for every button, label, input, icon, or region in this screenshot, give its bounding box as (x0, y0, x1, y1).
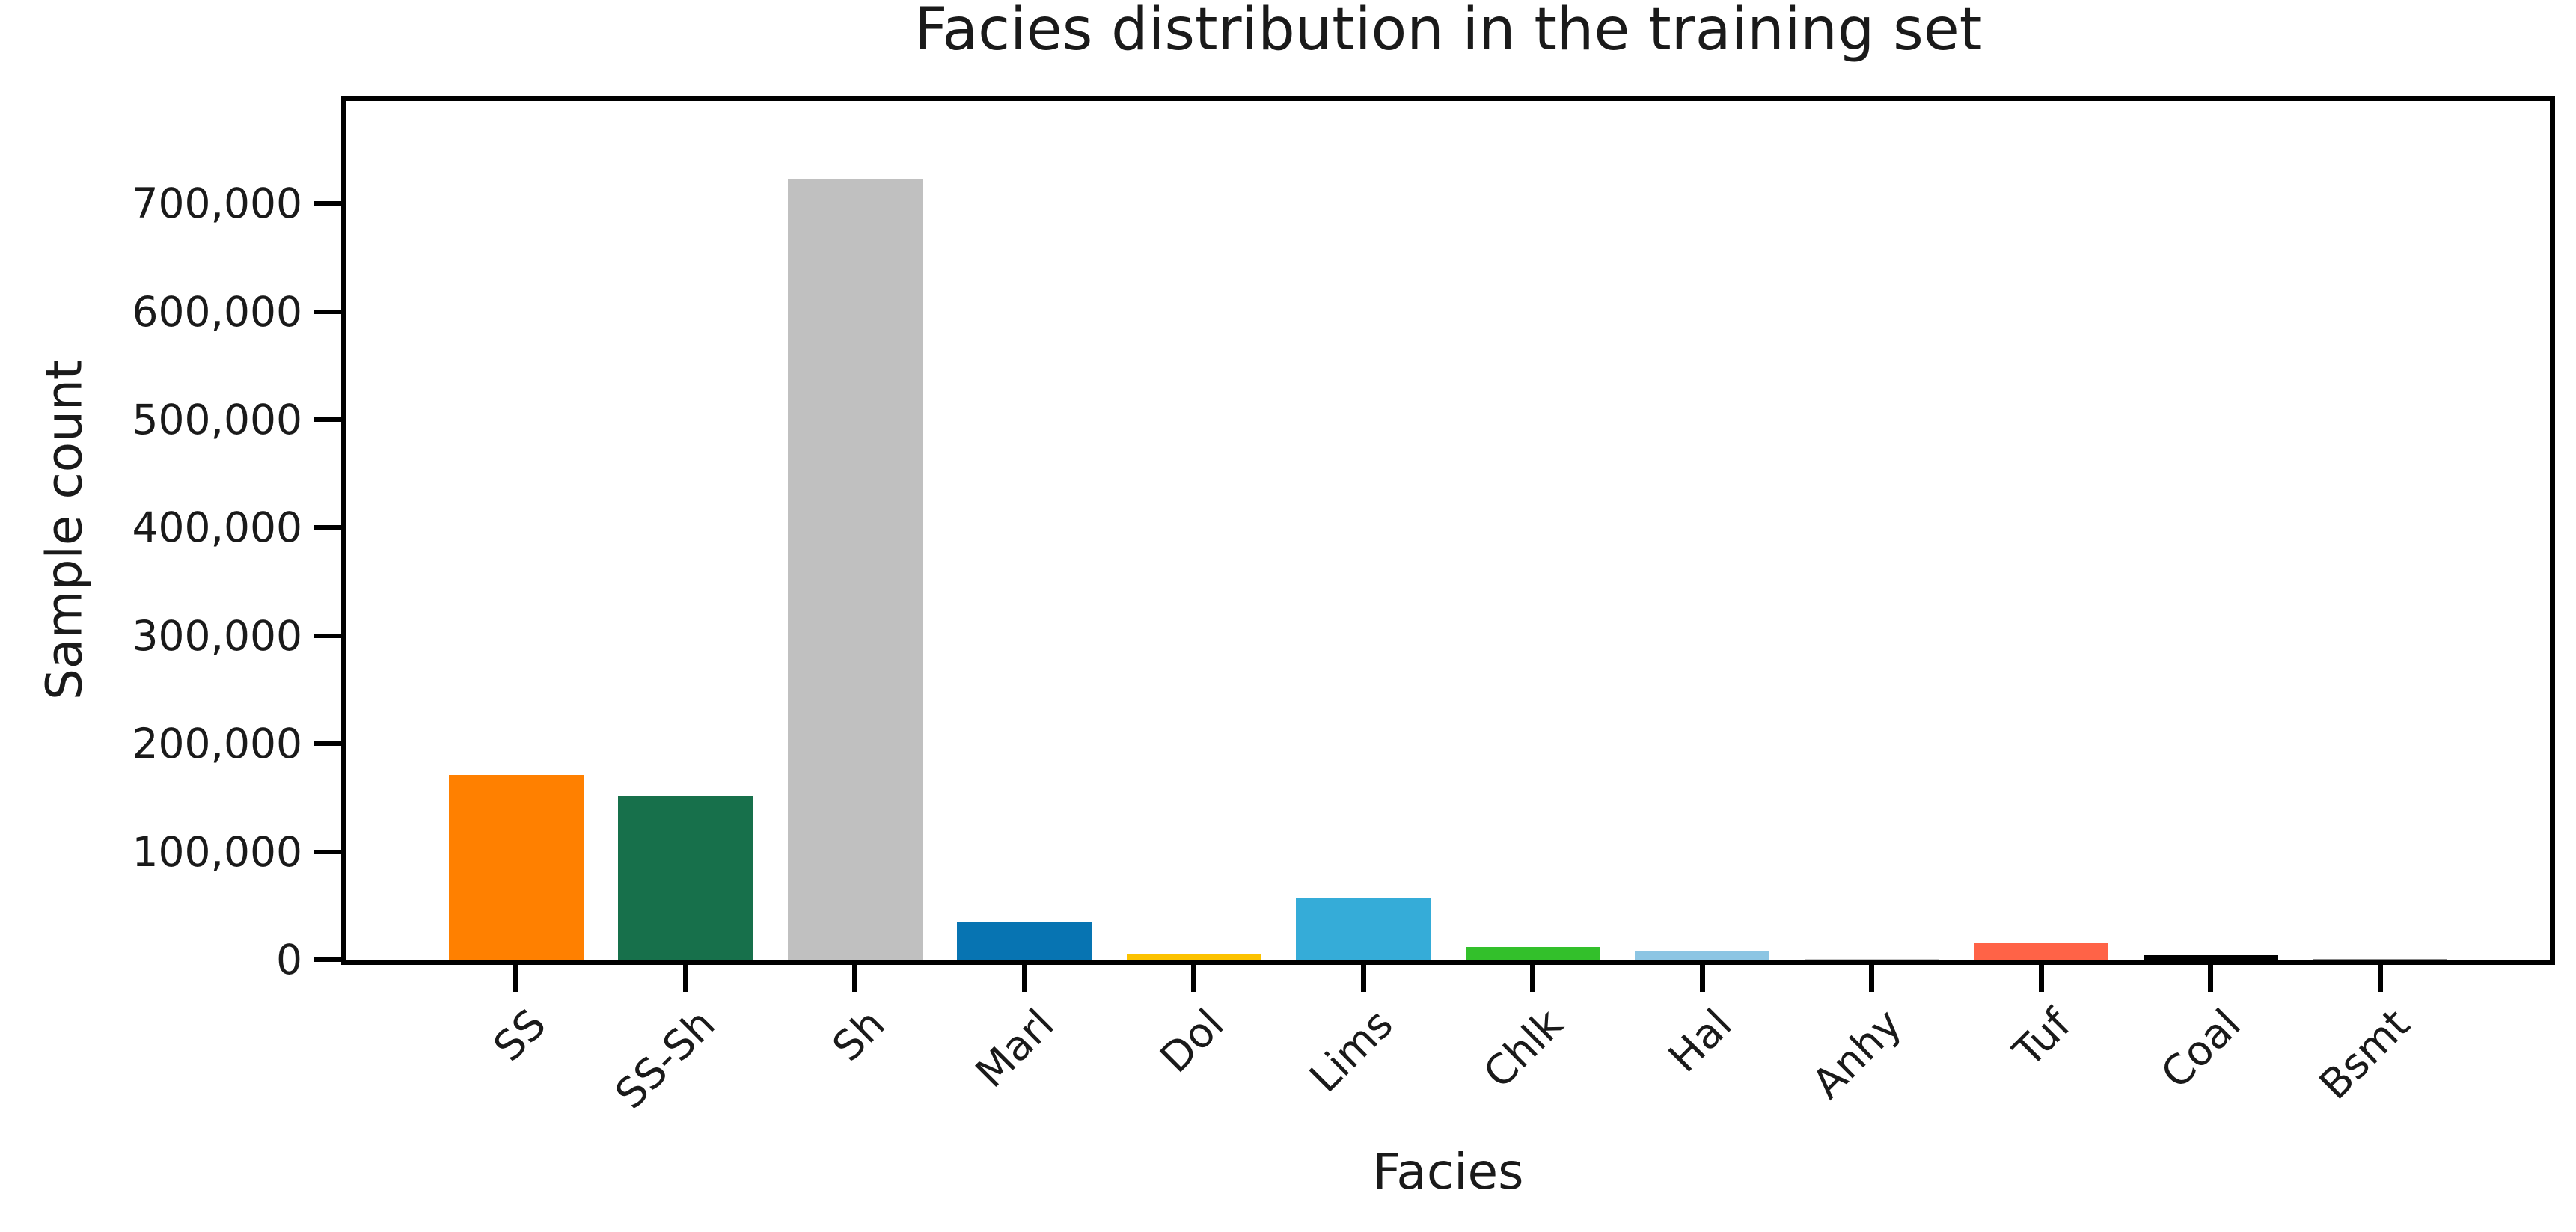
x-tick-mark (1530, 965, 1536, 992)
x-tick-label-dol: Dol (1150, 999, 1233, 1082)
y-tick-mark (314, 201, 341, 206)
x-tick-mark (852, 965, 858, 992)
x-tick-label-chlk: Chlk (1474, 999, 1572, 1097)
y-tick-label: 100,000 (132, 827, 302, 876)
y-tick-mark (314, 849, 341, 854)
y-tick-label: 300,000 (132, 611, 302, 660)
bottom-spine (341, 960, 2555, 965)
x-tick-label-sh: Sh (822, 999, 894, 1071)
bar-ss (448, 775, 584, 960)
x-tick-mark (1699, 965, 1705, 992)
x-tick-label-bsmt: Bsmt (2310, 999, 2420, 1109)
x-tick-mark (682, 965, 688, 992)
x-tick-label-coal: Coal (2151, 999, 2250, 1098)
bar-coal (2143, 955, 2278, 960)
y-tick-mark (314, 309, 341, 314)
bar-bsmt (2313, 959, 2448, 960)
x-tick-label-anhy: Anhy (1802, 999, 1911, 1108)
right-spine (2550, 96, 2555, 965)
bar-sh (787, 178, 923, 960)
y-tick-mark (314, 741, 341, 747)
x-tick-label-ss: SS (483, 999, 555, 1071)
bar-hal (1635, 951, 1770, 960)
x-tick-label-ss-sh: SS-Sh (605, 999, 724, 1118)
x-tick-label-tuf: Tuf (2004, 999, 2081, 1076)
x-tick-label-hal: Hal (1659, 999, 1742, 1082)
x-tick-mark (513, 965, 519, 992)
x-tick-mark (2377, 965, 2383, 992)
y-tick-label: 500,000 (132, 395, 302, 444)
y-tick-mark (314, 633, 341, 638)
bar-tuf (1974, 942, 2109, 960)
y-tick-mark (314, 525, 341, 530)
x-tick-mark (1021, 965, 1027, 992)
y-tick-mark (314, 957, 341, 962)
bar-lims (1296, 898, 1431, 960)
x-tick-label-marl: Marl (966, 999, 1063, 1097)
y-tick-label: 200,000 (132, 720, 302, 768)
bar-ss-sh (618, 795, 753, 960)
bar-dol (1126, 954, 1261, 960)
y-tick-label: 400,000 (132, 503, 302, 552)
y-tick-label: 0 (276, 936, 302, 984)
bar-marl (957, 922, 1092, 960)
y-tick-label: 600,000 (132, 287, 302, 336)
left-spine (341, 96, 346, 965)
y-tick-label: 700,000 (132, 180, 302, 228)
x-tick-mark (2038, 965, 2044, 992)
x-tick-label-lims: Lims (1300, 999, 1403, 1102)
top-spine (341, 96, 2555, 101)
x-axis-label: Facies (1372, 1143, 1524, 1201)
x-tick-mark (2208, 965, 2214, 992)
x-tick-mark (1869, 965, 1875, 992)
bar-anhy (1804, 958, 1939, 960)
x-tick-mark (1360, 965, 1366, 992)
x-tick-mark (1191, 965, 1197, 992)
bar-chlk (1465, 946, 1600, 960)
chart-title: Facies distribution in the training set (914, 0, 1983, 64)
y-tick-mark (314, 417, 341, 422)
